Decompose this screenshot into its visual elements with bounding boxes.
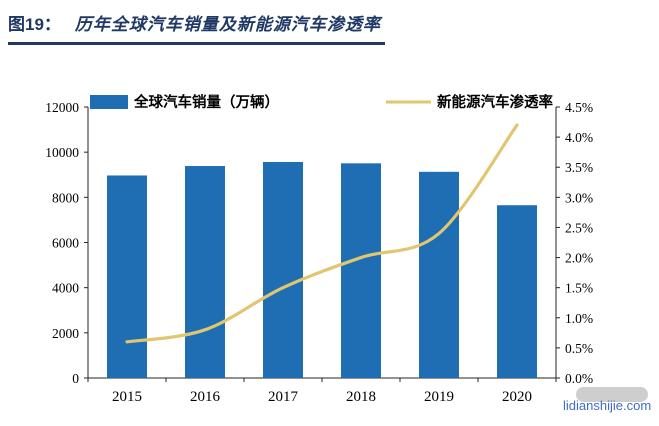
left-axis-tick-label: 8000 xyxy=(52,190,79,205)
right-axis-tick-label: 2.0% xyxy=(565,251,593,266)
right-axis-tick-label: 1.0% xyxy=(565,311,593,326)
x-axis-category-label: 2017 xyxy=(268,389,299,405)
figure-title: 历年全球汽车销量及新能源汽车渗透率 xyxy=(74,15,381,34)
right-axis-tick-label: 0.0% xyxy=(565,371,593,386)
penetration-rate-line xyxy=(125,123,519,344)
bar-2020 xyxy=(497,205,537,378)
figure-number: 图19： xyxy=(8,15,61,34)
bar-2016 xyxy=(185,166,225,378)
x-axis-category-label: 2019 xyxy=(424,389,454,405)
x-axis-category-label: 2018 xyxy=(346,389,376,405)
left-axis-tick-label: 6000 xyxy=(52,236,79,251)
bar-2019 xyxy=(419,171,459,378)
left-axis-tick-label: 4000 xyxy=(52,281,79,296)
watermark-box xyxy=(576,387,648,402)
right-axis-tick-label: 4.5% xyxy=(565,100,593,115)
x-axis-category-label: 2020 xyxy=(502,389,532,405)
right-axis-tick-label: 3.0% xyxy=(565,190,593,205)
left-axis-tick-label: 2000 xyxy=(52,326,79,341)
legend-line-label: 新能源汽车渗透率 xyxy=(437,93,553,111)
right-axis-tick-label: 2.5% xyxy=(565,220,593,235)
watermark-text: lidianshijie.com xyxy=(563,398,652,413)
x-axis-category-label: 2016 xyxy=(190,389,221,405)
right-axis-tick-label: 0.5% xyxy=(565,341,593,356)
right-axis-tick-label: 3.5% xyxy=(565,160,593,175)
bar-2015 xyxy=(107,175,147,378)
legend-bar-swatch xyxy=(90,95,128,109)
figure-header: 图19： 历年全球汽车销量及新能源汽车渗透率 xyxy=(8,10,385,45)
x-axis-category-label: 2015 xyxy=(112,389,142,405)
left-axis-tick-label: 12000 xyxy=(45,100,79,115)
bar-2017 xyxy=(263,161,303,378)
legend-bar-label: 全球汽车销量（万辆） xyxy=(133,93,279,111)
bar-2018 xyxy=(341,163,381,378)
left-axis-tick-label: 0 xyxy=(72,371,79,386)
right-axis-tick-label: 4.0% xyxy=(565,130,593,145)
right-axis-tick-label: 1.5% xyxy=(565,281,593,296)
left-axis-tick-label: 10000 xyxy=(45,145,79,160)
